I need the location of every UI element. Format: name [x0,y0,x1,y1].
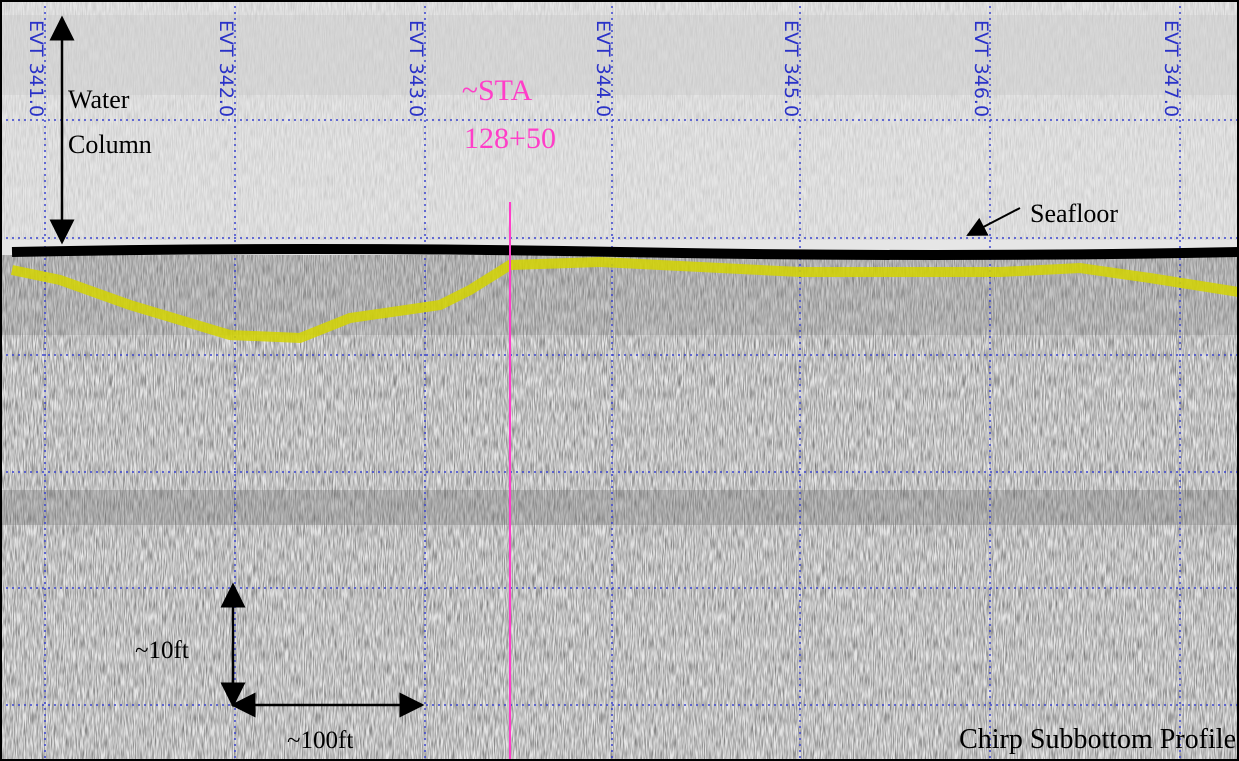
horizontal-scale-label: ~100ft [287,727,353,754]
event-label: EVT 345.0 [780,20,802,117]
event-label: EVT 346.0 [970,20,992,117]
water-label: Water [68,85,130,114]
station-value: 128+50 [464,122,556,155]
seafloor-line [11,244,1239,260]
horizon-line [10,256,1239,344]
vertical-scale-label: ~10ft [135,637,189,664]
event-labels: EVT 341.0 EVT 342.0 EVT 343.0 EVT 344.0 EVT … [25,20,1182,117]
seafloor-arrow [966,207,1021,236]
event-label: EVT 343.0 [405,20,427,117]
event-label: EVT 347.0 [1160,20,1182,117]
event-label: EVT 342.0 [215,20,237,117]
column-label: Column [68,130,152,159]
station-label: ~STA [462,74,533,107]
event-label: EVT 344.0 [592,20,614,117]
caption: Chirp Subbottom Profile [959,724,1236,755]
reflector-band [0,490,1239,525]
subbottom-noise [0,255,1239,761]
seafloor-label: Seafloor [1030,199,1118,228]
event-label: EVT 341.0 [25,20,47,117]
surface-band [0,15,1239,95]
